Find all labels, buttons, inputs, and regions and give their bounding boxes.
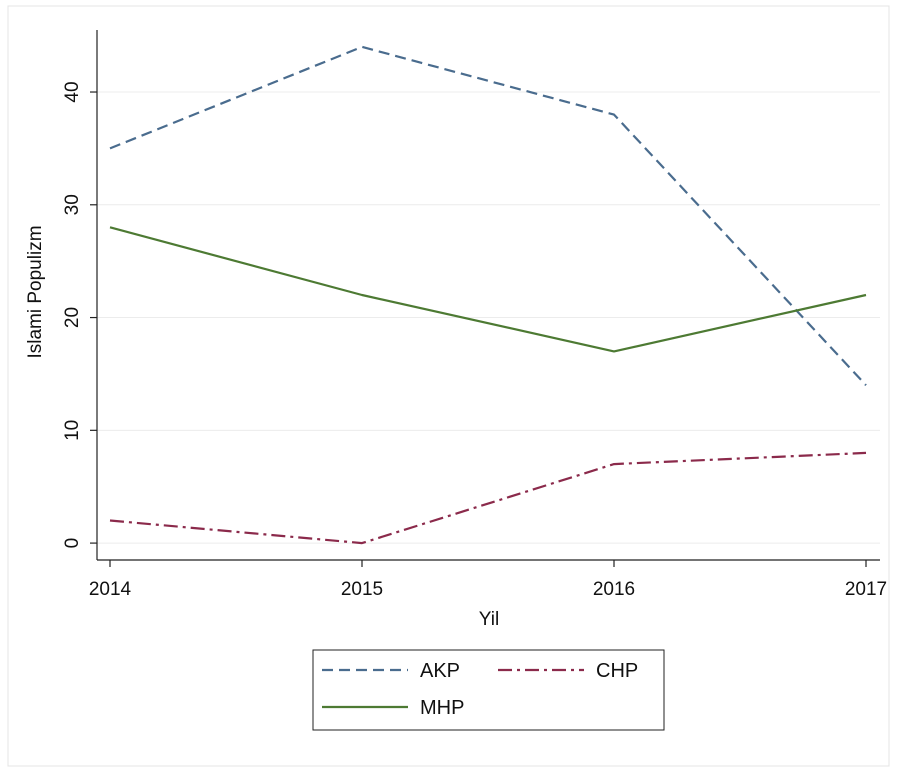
series-line-akp <box>109 45 867 386</box>
legend-items: AKP CHP MHP <box>322 660 638 719</box>
legend-label-chp: CHP <box>596 660 638 682</box>
x-tick-label-2017: 2017 <box>845 579 887 600</box>
y-tick-label-20: 20 <box>62 307 83 328</box>
y-axis-title: Islami Populizm <box>25 225 46 358</box>
outer-panel <box>7 5 890 767</box>
x-tick-label-2016: 2016 <box>593 579 635 600</box>
y-ticks: 0 10 20 30 40 <box>62 81 97 548</box>
x-ticks: 2014 2015 2016 2017 <box>89 560 887 600</box>
y-tick-label-0: 0 <box>62 538 83 549</box>
y-tick-label-40: 40 <box>62 81 83 102</box>
x-axis-title: Yil <box>479 609 499 630</box>
series-line-chp <box>109 451 867 545</box>
axes <box>96 30 880 561</box>
legend: AKP CHP MHP <box>312 649 665 731</box>
y-tick-label-30: 30 <box>62 194 83 215</box>
series-line-mhp <box>109 226 867 353</box>
series-lines <box>109 45 867 545</box>
x-tick-label-2014: 2014 <box>89 579 132 600</box>
y-tick-label-10: 10 <box>62 420 83 441</box>
legend-label-akp: AKP <box>420 660 460 682</box>
legend-box <box>312 649 665 731</box>
grid-lines <box>97 91 880 544</box>
legend-label-mhp: MHP <box>420 697 464 719</box>
x-tick-label-2015: 2015 <box>341 579 383 600</box>
